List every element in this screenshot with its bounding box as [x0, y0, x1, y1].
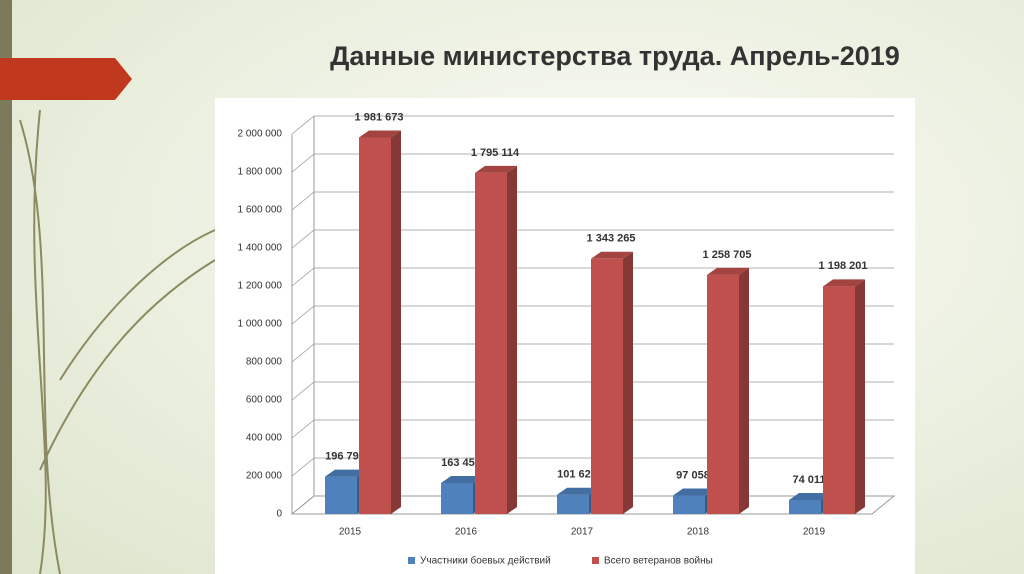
bar-side [623, 251, 633, 514]
y-tick-label: 1 000 000 [238, 319, 283, 330]
bar-top [557, 487, 599, 495]
y-tick-label: 400 000 [246, 433, 283, 444]
bar-front [557, 494, 589, 514]
data-label: 74 011 [792, 474, 825, 486]
bar-front [325, 476, 357, 514]
y-tick-label: 200 000 [246, 471, 283, 482]
bar-front [359, 137, 391, 515]
bar-top [707, 267, 749, 275]
data-label: 1 981 673 [355, 111, 404, 123]
grid-line [291, 115, 894, 135]
grid-line [291, 267, 894, 287]
grid-line [291, 229, 894, 249]
data-label: 163 451 [441, 457, 481, 469]
data-label: 1 795 114 [471, 147, 520, 159]
bar-top [359, 130, 401, 138]
side-stripe [0, 0, 12, 574]
y-tick-label: 1 600 000 [238, 205, 283, 216]
bar-side [739, 267, 749, 514]
data-label: 1 258 705 [703, 249, 752, 261]
grid-line [291, 381, 894, 401]
data-label: 1 343 265 [587, 233, 636, 245]
bar-front [591, 258, 623, 514]
chart: 0 200 000 400 000 600 000 800 000 1 000 000 1 … [238, 111, 896, 567]
grid-line [291, 191, 894, 211]
title-arrow [0, 58, 132, 100]
x-tick-label: 2017 [571, 527, 594, 538]
y-tick-label: 1 200 000 [238, 281, 283, 292]
bar-front [673, 495, 705, 514]
bar-side [507, 165, 517, 514]
x-tick-label: 2019 [803, 527, 826, 538]
grid-line [291, 457, 894, 477]
y-tick-label: 2 000 000 [238, 129, 283, 140]
bar-front [475, 172, 507, 514]
x-tick-label: 2018 [687, 527, 710, 538]
bar-top [823, 279, 865, 287]
bar-top [441, 475, 483, 483]
bar-front [441, 482, 473, 514]
grid-line [291, 153, 894, 173]
x-tick-label: 2016 [455, 527, 478, 538]
bar-front [789, 499, 821, 514]
grid-line [291, 419, 894, 439]
bar-top [673, 488, 715, 496]
slide-title: Данные министерства труда. Апрель-2019 [330, 41, 900, 71]
y-tick-label: 600 000 [246, 395, 283, 406]
bar-top [789, 492, 831, 500]
data-label: 196 792 [325, 451, 365, 463]
bar-side [391, 130, 401, 515]
bar-front [823, 286, 855, 514]
x-tick-label: 2015 [339, 527, 362, 538]
data-label: 101 624 [557, 469, 598, 481]
grid-line [291, 343, 894, 363]
legend-swatch [592, 557, 599, 564]
data-label: 1 198 201 [819, 260, 868, 272]
bar-side [855, 279, 865, 514]
y-tick-label: 0 [276, 509, 282, 520]
y-tick-label: 1 400 000 [238, 243, 283, 254]
legend-swatch [408, 557, 415, 564]
bar-front [707, 274, 739, 514]
data-label: 97 058 [676, 469, 710, 481]
bar-top [325, 469, 367, 477]
y-tick-label: 800 000 [246, 357, 283, 368]
bar-top [475, 165, 517, 173]
grid-line [291, 305, 894, 325]
y-tick-label: 1 800 000 [238, 167, 283, 178]
decor-curves [19, 109, 216, 574]
bar-top [591, 251, 633, 259]
legend-label: Всего ветеранов войны [604, 556, 713, 567]
legend-label: Участники боевых действий [420, 555, 551, 567]
